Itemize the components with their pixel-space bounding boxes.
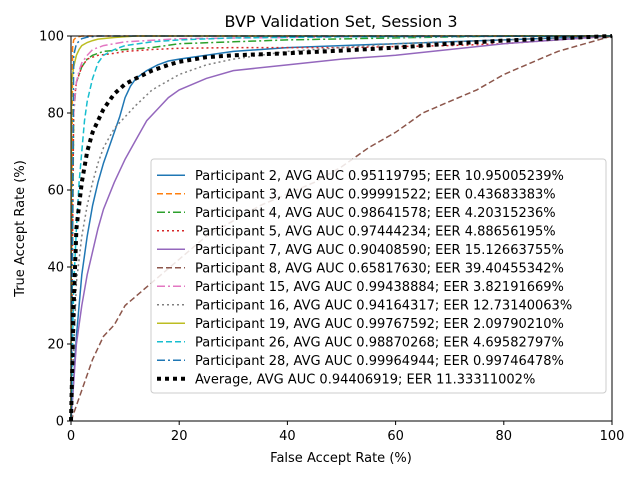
legend-label: Participant 15, AVG AUC 0.99438884; EER … [195, 280, 564, 295]
legend-label: Participant 8, AVG AUC 0.65817630; EER 3… [195, 261, 564, 276]
legend-label: Participant 7, AVG AUC 0.90408590; EER 1… [195, 243, 564, 258]
legend-label: Participant 16, AVG AUC 0.94164317; EER … [195, 298, 572, 313]
series-line-3 [70, 35, 612, 422]
series-line-7 [70, 35, 613, 422]
legend-label: Participant 3, AVG AUC 0.99991522; EER 0… [195, 187, 556, 202]
x-tick-label: 80 [496, 429, 513, 444]
x-tick-label: 40 [279, 429, 296, 444]
series-line-1 [70, 35, 613, 422]
y-tick-label: 40 [47, 261, 64, 276]
series-line-12 [69, 34, 613, 422]
x-tick-label: 20 [171, 429, 188, 444]
tick-layer: 0 20 40 60 80 100 0 20 40 60 80 100 [39, 30, 624, 445]
legend-label: Participant 28, AVG AUC 0.99964944; EER … [195, 354, 564, 369]
legend-label: Average, AVG AUC 0.94406919; EER 11.3331… [195, 372, 535, 387]
series-line-6 [70, 35, 613, 422]
legend-label: Participant 26, AVG AUC 0.98870268; EER … [195, 335, 564, 350]
y-tick-label: 60 [47, 184, 64, 199]
legend-label: Participant 19, AVG AUC 0.99767592; EER … [195, 317, 564, 332]
y-tick-label: 100 [39, 30, 64, 45]
y-axis-label: True Accept Rate (%) [13, 160, 28, 298]
y-tick-label: 80 [47, 107, 64, 122]
y-tick-label: 0 [56, 415, 64, 430]
y-tick-label: 20 [47, 338, 64, 353]
x-tick-label: 0 [67, 429, 75, 444]
x-axis-label: False Accept Rate (%) [270, 451, 412, 466]
legend-label: Participant 4, AVG AUC 0.98641578; EER 4… [195, 206, 556, 221]
series-line-8 [70, 35, 613, 422]
legend: Participant 2, AVG AUC 0.95119795; EER 1… [150, 158, 607, 394]
x-tick-label: 100 [600, 429, 625, 444]
series-line-5 [70, 35, 613, 422]
series-line-9 [70, 35, 612, 422]
legend-box [150, 158, 607, 394]
legend-label: Participant 5, AVG AUC 0.97444234; EER 4… [195, 224, 556, 239]
plot-frame [70, 35, 613, 422]
series-line-10 [70, 35, 613, 422]
chart-title: BVP Validation Set, Session 3 [224, 12, 457, 31]
legend-label: Participant 2, AVG AUC 0.95119795; EER 1… [195, 169, 564, 184]
x-tick-label: 60 [387, 429, 404, 444]
